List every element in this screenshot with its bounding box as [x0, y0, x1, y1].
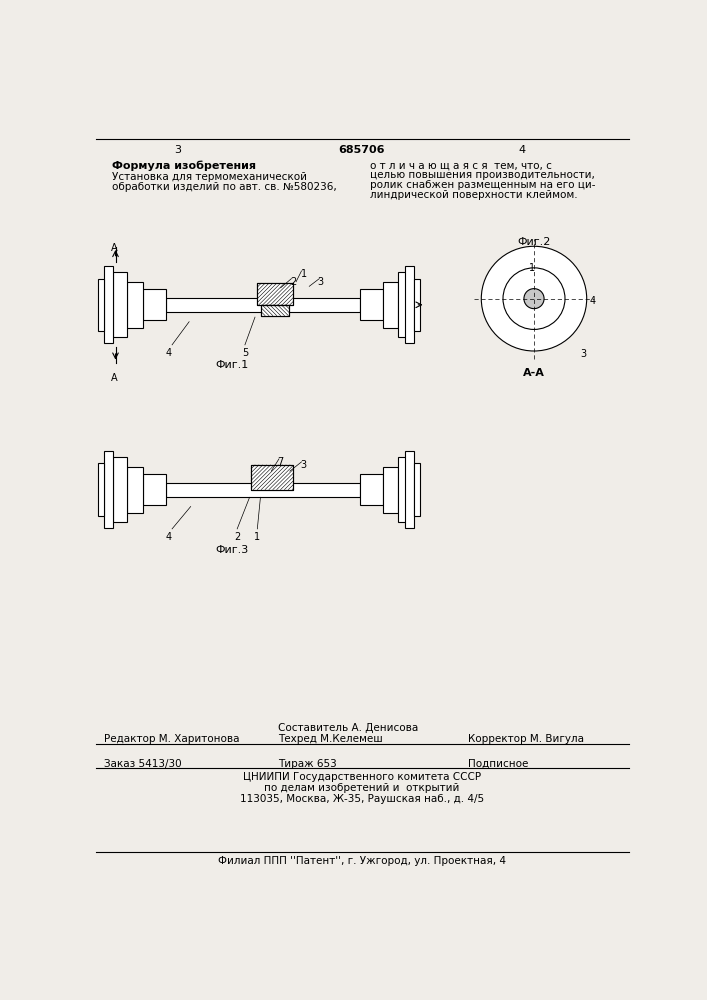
Text: ролик снабжен размещенным на его ци-: ролик снабжен размещенным на его ци-	[370, 180, 595, 190]
Text: 113035, Москва, Ж-35, Раушская наб., д. 4/5: 113035, Москва, Ж-35, Раушская наб., д. …	[240, 794, 484, 804]
Text: целью повышения производительности,: целью повышения производительности,	[370, 170, 595, 180]
Bar	[398, 272, 412, 337]
Text: 5: 5	[242, 348, 248, 358]
Text: 2: 2	[234, 532, 240, 542]
Bar	[113, 272, 127, 337]
Text: Составитель А. Денисова: Составитель А. Денисова	[279, 723, 419, 733]
Text: 3: 3	[318, 277, 324, 287]
Bar	[360, 474, 383, 505]
Bar	[261, 305, 289, 316]
Bar	[257, 283, 293, 305]
Text: Подписное: Подписное	[468, 759, 529, 769]
Circle shape	[503, 268, 565, 329]
Text: Филиал ППП ''Патент'', г. Ужгород, ул. Проектная, 4: Филиал ППП ''Патент'', г. Ужгород, ул. П…	[218, 856, 506, 866]
Text: 3: 3	[174, 145, 181, 155]
Bar	[414, 279, 420, 331]
Bar	[251, 465, 293, 490]
Bar	[383, 466, 398, 513]
Text: Формула изобретения: Формула изобретения	[112, 160, 256, 171]
Bar	[104, 451, 113, 528]
Bar	[127, 282, 143, 328]
Text: 1: 1	[255, 532, 260, 542]
Bar	[143, 474, 166, 505]
Text: Фиг.3: Фиг.3	[215, 545, 248, 555]
Text: Редактор М. Харитонова: Редактор М. Харитонова	[104, 734, 240, 744]
Bar	[98, 463, 104, 516]
Bar	[404, 451, 414, 528]
Bar	[398, 457, 412, 522]
Bar	[166, 483, 360, 497]
Text: о т л и ч а ю щ а я с я  тем, что, с: о т л и ч а ю щ а я с я тем, что, с	[370, 160, 551, 170]
Text: 3: 3	[580, 349, 587, 359]
Bar	[251, 465, 293, 490]
Text: Корректор М. Вигула: Корректор М. Вигула	[468, 734, 584, 744]
Text: 4: 4	[590, 296, 596, 306]
Bar	[98, 279, 104, 331]
Bar	[166, 298, 360, 312]
Text: Установка для термомеханической: Установка для термомеханической	[112, 172, 307, 182]
Circle shape	[481, 246, 587, 351]
Bar	[404, 266, 414, 343]
Text: А: А	[110, 373, 117, 383]
Text: А-А: А-А	[523, 368, 545, 378]
Text: Тираж 653: Тираж 653	[279, 759, 337, 769]
Bar	[143, 289, 166, 320]
Text: Фиг.2: Фиг.2	[518, 237, 551, 247]
Bar	[383, 282, 398, 328]
Bar	[261, 305, 289, 316]
Bar	[127, 466, 143, 513]
Text: обработки изделий по авт. св. №580236,: обработки изделий по авт. св. №580236,	[112, 182, 337, 192]
Text: 4: 4	[166, 532, 172, 542]
Text: Фиг.1: Фиг.1	[215, 360, 248, 370]
Text: ЦНИИПИ Государственного комитета СССР: ЦНИИПИ Государственного комитета СССР	[243, 772, 481, 782]
Text: 1: 1	[530, 263, 535, 273]
Text: 4: 4	[166, 348, 172, 358]
Bar	[104, 266, 113, 343]
Text: 685706: 685706	[339, 145, 385, 155]
Text: А: А	[110, 243, 117, 253]
Text: 1: 1	[300, 269, 307, 279]
Bar	[414, 463, 420, 516]
Bar	[113, 457, 127, 522]
Text: Техред М.Келемеш: Техред М.Келемеш	[279, 734, 383, 744]
Text: 7: 7	[277, 457, 284, 467]
Text: линдрической поверхности клеймом.: линдрической поверхности клеймом.	[370, 190, 578, 200]
Circle shape	[524, 289, 544, 309]
Text: по делам изобретений и  открытий: по делам изобретений и открытий	[264, 783, 460, 793]
Text: 3: 3	[300, 460, 307, 470]
Bar	[360, 289, 383, 320]
Bar	[257, 283, 293, 305]
Text: 4: 4	[519, 145, 526, 155]
Text: Заказ 5413/30: Заказ 5413/30	[104, 759, 182, 769]
Text: 2: 2	[290, 277, 296, 287]
